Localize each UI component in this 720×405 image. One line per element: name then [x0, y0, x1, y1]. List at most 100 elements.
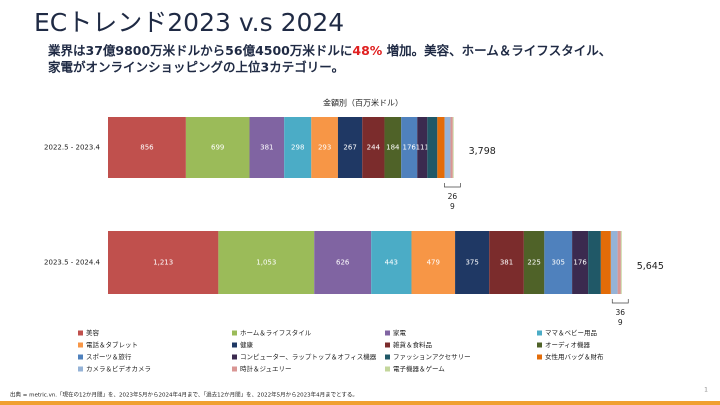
bar-segment [444, 117, 451, 178]
value-label: 176 [403, 144, 417, 152]
value-label: 1,053 [256, 259, 276, 267]
bar-segment [185, 117, 250, 178]
value-label: 225 [527, 259, 540, 267]
bar-segment [620, 231, 622, 294]
value-label: 381 [260, 144, 273, 152]
legend-swatch [537, 342, 542, 348]
bar-segment [314, 231, 372, 294]
legend-label: 美容 [86, 328, 100, 337]
legend-label: 電話＆タブレット [86, 340, 138, 349]
value-label: 443 [385, 259, 398, 267]
callout-bracket [611, 299, 629, 304]
bar-segment [249, 117, 285, 178]
legend-label: スポーツ＆旅行 [86, 352, 132, 361]
bar-segment [544, 231, 573, 294]
legend-swatch [232, 354, 237, 360]
bottom-rule [0, 401, 720, 405]
value-label: 1,213 [153, 259, 173, 267]
legend-label: オーディオ機器 [545, 340, 591, 349]
bar-segment [588, 231, 601, 294]
bar-segment [610, 231, 618, 294]
legend-swatch [78, 366, 83, 372]
value-label: 176 [573, 259, 587, 267]
value-label: 111 [416, 144, 429, 152]
bar-segment [411, 231, 456, 294]
legend-label: ホーム＆ライフスタイル [240, 328, 312, 337]
legend-swatch [78, 330, 83, 336]
value-label: 9 [450, 202, 455, 211]
bar-segment [489, 231, 524, 294]
bar-segment [523, 231, 545, 294]
legend-swatch [537, 330, 542, 336]
legend-label: 時計＆ジュエリー [240, 364, 292, 373]
subtitle-highlight: 48% [352, 43, 382, 58]
page-number: 1 [704, 387, 708, 394]
bar-segment [108, 117, 186, 178]
value-label: 381 [500, 259, 513, 267]
legend-label: 雑貨＆食料品 [393, 340, 432, 349]
legend-label: ママ＆ベビー用品 [545, 328, 597, 337]
value-label: 267 [343, 144, 356, 152]
value-label: 856 [140, 144, 154, 152]
legend-swatch [78, 354, 83, 360]
legend-label: 健康 [240, 340, 254, 349]
legend-swatch [232, 366, 237, 372]
chart-title: 金額別（百万米ドル） [323, 98, 403, 108]
value-label: 293 [318, 144, 331, 152]
value-label: 184 [386, 144, 400, 152]
slide-title: ECトレンド2023 v.s 2024 [34, 8, 344, 37]
subtitle-text: 増加。美容、ホーム＆ライフスタイル、 [382, 43, 611, 58]
category-label: 2023.5 - 2024.4 [44, 259, 101, 267]
bar-segment [401, 117, 418, 178]
legend-swatch [537, 354, 542, 360]
legend-swatch [385, 342, 390, 348]
legend-swatch [385, 366, 390, 372]
legend-swatch [232, 330, 237, 336]
value-label: 36 [615, 308, 625, 317]
value-label: 626 [336, 259, 350, 267]
bar-segment [437, 117, 445, 178]
bar-segment [452, 117, 454, 178]
legend-label: 電子機器＆ゲーム [393, 364, 445, 373]
value-label: 244 [367, 144, 381, 152]
bar-segment [450, 117, 453, 178]
callout-bracket [444, 183, 461, 188]
value-label: 375 [465, 259, 478, 267]
legend-swatch [232, 342, 237, 348]
legend-swatch [385, 354, 390, 360]
value-label: 9 [618, 318, 623, 327]
legend-swatch [78, 342, 83, 348]
bar-segment [371, 231, 412, 294]
value-label: 699 [211, 144, 224, 152]
value-label: 479 [427, 259, 440, 267]
bar-segment [362, 117, 385, 178]
subtitle: 家電がオンラインショッピングの上位3カテゴリー。 [48, 60, 344, 75]
bar-segment [218, 231, 315, 294]
total-label: 5,645 [637, 261, 664, 272]
source-note: 出典 = metric.vn.「現在の12か月間」を、2023年5月から2024… [10, 391, 358, 399]
subtitle-text: 業界は37億9800万米ドルから56億4500万米ドルに [47, 43, 352, 58]
subtitle: 業界は37億9800万米ドルから56億4500万米ドルに48% 増加。美容、ホー… [47, 43, 611, 58]
value-label: 305 [552, 259, 565, 267]
total-label: 3,798 [469, 146, 496, 157]
value-label: 298 [291, 144, 304, 152]
bar-segment [572, 231, 589, 294]
bar-segment [284, 117, 312, 178]
legend-label: 家電 [393, 328, 407, 337]
bar-segment [417, 117, 428, 178]
bar-segment [455, 231, 490, 294]
legend-label: カメラ＆ビデオカメラ [86, 364, 151, 373]
bar-segment [617, 231, 621, 294]
legend-swatch [385, 330, 390, 336]
bar-segment [108, 231, 219, 294]
bar-segment [427, 117, 438, 178]
bar-segment [337, 117, 363, 178]
legend-label: ファッションアクセサリー [393, 353, 471, 361]
legend-label: コンピューター、ラップトップ＆オフィス機器 [240, 352, 377, 361]
bar-segment [311, 117, 338, 178]
category-label: 2022.5 - 2023.4 [44, 144, 101, 152]
bar-segment [600, 231, 611, 294]
bar-segment [384, 117, 402, 178]
legend-label: 女性用バッグ＆財布 [545, 352, 604, 361]
